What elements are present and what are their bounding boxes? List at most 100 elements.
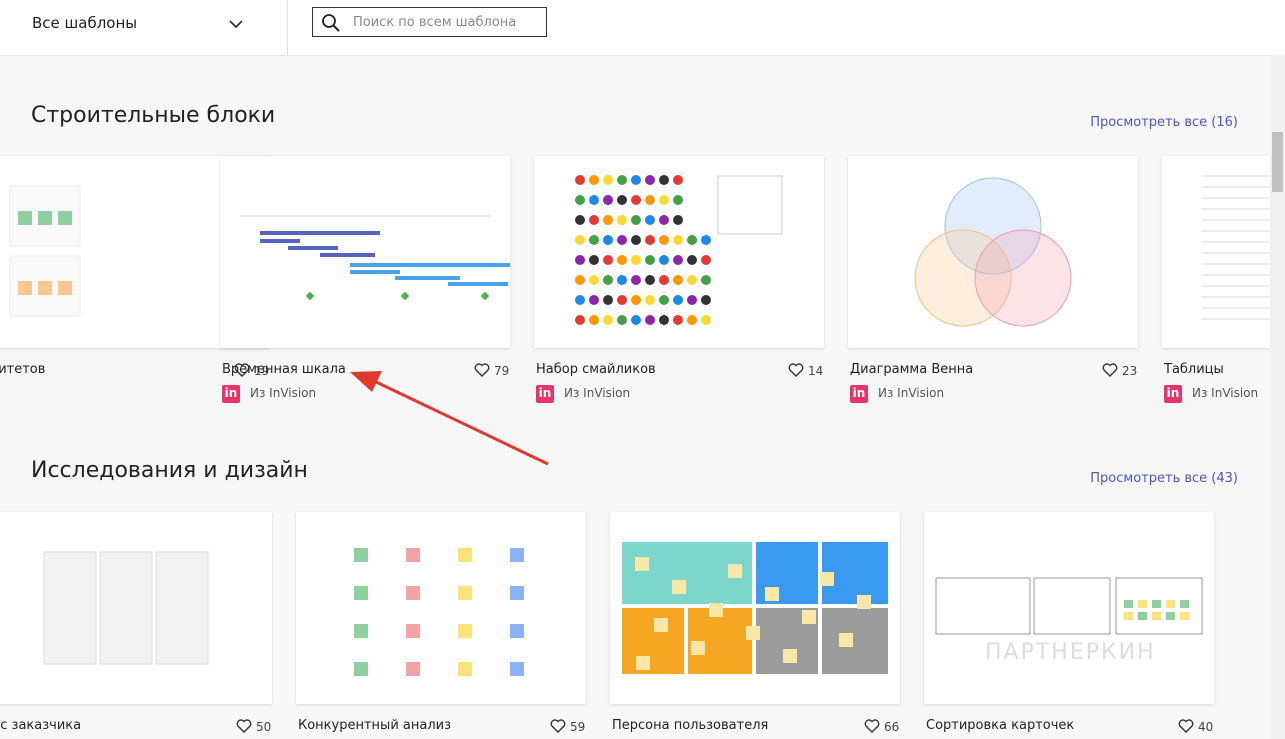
thumb-shape — [687, 255, 697, 265]
thumb-shape — [354, 662, 368, 676]
template-card[interactable] — [924, 512, 1214, 704]
thumb-shape — [631, 235, 641, 245]
thumb-shape — [645, 295, 655, 305]
thumb-shape — [1138, 612, 1147, 620]
card-title[interactable]: Временная шкала — [222, 362, 346, 377]
template-card[interactable] — [610, 512, 900, 704]
thumb-shape — [1033, 577, 1111, 635]
thumb-shape — [589, 315, 599, 325]
like-value: 14 — [808, 364, 824, 378]
thumb-shape — [458, 624, 472, 638]
thumb-shape — [691, 641, 705, 655]
thumb-shape — [1124, 612, 1133, 620]
thumb-shape — [603, 215, 613, 225]
invision-logo: in — [1164, 385, 1182, 403]
thumb-shape — [99, 551, 153, 665]
card-title[interactable]: Набор смайликов — [536, 362, 656, 377]
thumb-shape — [687, 275, 697, 285]
card-title[interactable]: Конкурентный анализ — [298, 718, 451, 733]
view-all-link[interactable]: Просмотреть все (43) — [1090, 471, 1238, 486]
heart-icon[interactable] — [236, 718, 252, 734]
thumb-shape — [603, 175, 613, 185]
like-count[interactable]: 23 — [1102, 362, 1137, 378]
thumb-shape — [617, 195, 627, 205]
like-count[interactable]: 59 — [550, 718, 585, 734]
thumbnail — [9, 185, 81, 317]
card-title[interactable]: лос заказчика — [0, 718, 82, 733]
like-count[interactable]: 40 — [1178, 718, 1213, 734]
thumb-shape — [575, 255, 585, 265]
thumb-shape — [58, 281, 72, 295]
search-box[interactable]: Поиск по всем шаблона — [312, 7, 547, 37]
template-card[interactable] — [1162, 156, 1285, 348]
thumb-shape — [701, 235, 711, 245]
heart-icon[interactable] — [234, 362, 250, 378]
thumb-shape — [589, 275, 599, 285]
card-source: Из InVision — [250, 386, 317, 400]
heart-icon[interactable] — [1102, 362, 1118, 378]
like-value: 19 — [254, 364, 270, 378]
chevron-icon[interactable] — [228, 16, 244, 32]
scrollbar-thumb[interactable] — [1272, 132, 1283, 192]
thumb-shape — [260, 231, 380, 235]
thumb-shape — [659, 215, 669, 225]
thumb-shape — [617, 235, 627, 245]
thumb-shape — [400, 291, 410, 301]
thumb-shape — [645, 255, 655, 265]
thumb-shape — [18, 211, 32, 225]
thumb-shape — [589, 175, 599, 185]
thumbnail — [43, 551, 209, 665]
arrow-line — [371, 378, 549, 466]
thumb-shape — [673, 175, 683, 185]
card-source: Из InVision — [878, 386, 945, 400]
card-title[interactable]: Персона пользователя — [612, 718, 769, 733]
template-filter[interactable]: Все шаблоны — [32, 14, 138, 32]
thumb-shape — [935, 577, 1031, 635]
thumb-shape — [320, 253, 375, 257]
heart-icon[interactable] — [1178, 718, 1194, 734]
template-card[interactable] — [220, 156, 510, 348]
like-count[interactable]: 50 — [236, 718, 271, 734]
thumb-shape — [406, 662, 420, 676]
thumb-shape — [589, 215, 599, 225]
thumb-shape — [603, 315, 613, 325]
thumb-shape — [480, 291, 490, 301]
template-card[interactable] — [848, 156, 1138, 348]
heart-icon[interactable] — [864, 718, 880, 734]
thumb-shape — [659, 175, 669, 185]
thumb-shape — [659, 315, 669, 325]
template-card[interactable] — [296, 512, 586, 704]
thumb-shape — [631, 215, 641, 225]
heart-icon[interactable] — [788, 362, 804, 378]
thumb-shape — [575, 235, 585, 245]
view-all-link[interactable]: Просмотреть все (16) — [1090, 115, 1238, 130]
thumb-shape — [510, 586, 524, 600]
thumb-shape — [765, 587, 779, 601]
card-title[interactable]: Таблицы — [1164, 362, 1224, 377]
thumb-shape — [603, 195, 613, 205]
thumb-shape — [631, 195, 641, 205]
like-count[interactable]: 66 — [864, 718, 899, 734]
thumb-shape — [701, 295, 711, 305]
thumb-shape — [654, 618, 668, 632]
card-title[interactable]: оритетов — [0, 362, 46, 377]
like-count[interactable]: 19 — [234, 362, 269, 378]
thumb-shape — [673, 295, 683, 305]
card-title[interactable]: Сортировка карточек — [926, 718, 1075, 733]
thumbnail — [622, 542, 888, 674]
heart-icon[interactable] — [550, 718, 566, 734]
thumb-shape — [687, 235, 697, 245]
like-count[interactable]: 14 — [788, 362, 823, 378]
thumb-shape — [622, 608, 684, 674]
thumb-shape — [783, 649, 797, 663]
thumb-shape — [350, 270, 400, 274]
card-title[interactable]: Диаграмма Венна — [850, 362, 974, 377]
scrollbar[interactable] — [1270, 55, 1285, 739]
template-card[interactable] — [534, 156, 824, 348]
like-count[interactable]: 79 — [474, 362, 509, 378]
template-card[interactable] — [0, 512, 272, 704]
thumbnail — [575, 175, 783, 325]
thumb-shape — [687, 315, 697, 325]
thumb-shape — [701, 275, 711, 285]
heart-icon[interactable] — [474, 362, 490, 378]
